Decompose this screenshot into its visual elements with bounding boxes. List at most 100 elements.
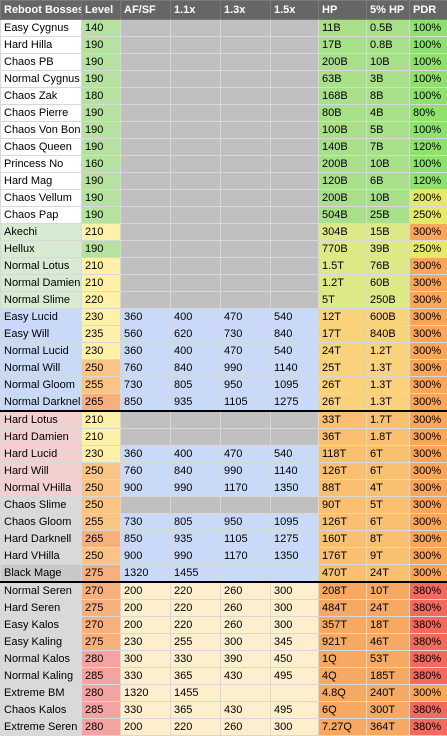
- af-sf-cell: [121, 224, 171, 241]
- x1-5-cell: 450: [271, 651, 319, 668]
- x1-3-cell: 1170: [221, 480, 271, 497]
- level-cell: 250: [82, 463, 121, 480]
- x1-1-cell: 400: [171, 343, 221, 360]
- x1-1-cell: 330: [171, 651, 221, 668]
- x1-5-cell: [271, 88, 319, 105]
- hp-cell: 4.8Q: [319, 685, 367, 702]
- af-sf-cell: 1320: [121, 685, 171, 702]
- boss-name-cell: Chaos Queen: [1, 139, 82, 156]
- hp-5pct-cell: 1.3T: [367, 394, 410, 412]
- pdr-cell: 380%: [410, 582, 447, 600]
- af-sf-cell: 360: [121, 309, 171, 326]
- x1-5-cell: [271, 37, 319, 54]
- boss-name-cell: Princess No: [1, 156, 82, 173]
- x1-5-cell: 840: [271, 326, 319, 343]
- x1-5-cell: [271, 207, 319, 224]
- pdr-cell: 300%: [410, 685, 447, 702]
- x1-5-cell: 1140: [271, 463, 319, 480]
- x1-1-cell: 220: [171, 582, 221, 600]
- x1-1-cell: [171, 207, 221, 224]
- af-sf-cell: 850: [121, 394, 171, 412]
- x1-3-cell: 990: [221, 360, 271, 377]
- level-cell: 210: [82, 429, 121, 446]
- x1-3-cell: 300: [221, 634, 271, 651]
- af-sf-cell: [121, 37, 171, 54]
- level-cell: 210: [82, 224, 121, 241]
- boss-name-cell: Chaos Kalos: [1, 702, 82, 719]
- x1-3-cell: [221, 71, 271, 88]
- hp-5pct-cell: 1.3T: [367, 360, 410, 377]
- boss-name-cell: Hard VHilla: [1, 548, 82, 565]
- x1-3-cell: 1105: [221, 531, 271, 548]
- boss-name-cell: Normal Kalos: [1, 651, 82, 668]
- x1-1-cell: 1455: [171, 565, 221, 583]
- hp-5pct-cell: 53T: [367, 651, 410, 668]
- x1-5-cell: [271, 173, 319, 190]
- level-cell: 190: [82, 190, 121, 207]
- boss-name-cell: Easy Cygnus: [1, 20, 82, 37]
- boss-name-cell: Easy Will: [1, 326, 82, 343]
- x1-1-cell: [171, 54, 221, 71]
- af-sf-cell: [121, 241, 171, 258]
- hp-5pct-cell: 76B: [367, 258, 410, 275]
- x1-5-cell: 540: [271, 343, 319, 360]
- x1-3-cell: 470: [221, 309, 271, 326]
- hp-cell: 24T: [319, 343, 367, 360]
- x1-1-cell: [171, 139, 221, 156]
- level-cell: 250: [82, 548, 121, 565]
- hp-cell: 200B: [319, 156, 367, 173]
- af-sf-cell: 730: [121, 377, 171, 394]
- level-cell: 275: [82, 600, 121, 617]
- hp-5pct-cell: 15B: [367, 224, 410, 241]
- x1-1-cell: [171, 88, 221, 105]
- hp-5pct-cell: 5T: [367, 497, 410, 514]
- hp-cell: 90T: [319, 497, 367, 514]
- x1-3-cell: [221, 20, 271, 37]
- level-cell: 210: [82, 411, 121, 429]
- hp-cell: 200B: [319, 54, 367, 71]
- af-sf-cell: 900: [121, 548, 171, 565]
- x1-1-cell: [171, 497, 221, 514]
- x1-5-cell: [271, 429, 319, 446]
- x1-1-cell: 990: [171, 548, 221, 565]
- hp-cell: 1Q: [319, 651, 367, 668]
- x1-5-cell: [271, 54, 319, 71]
- af-sf-cell: [121, 122, 171, 139]
- level-cell: 275: [82, 634, 121, 651]
- x1-1-cell: [171, 156, 221, 173]
- level-cell: 190: [82, 241, 121, 258]
- boss-name-cell: Chaos Gloom: [1, 514, 82, 531]
- pdr-cell: 250%: [410, 241, 447, 258]
- x1-5-cell: 1350: [271, 480, 319, 497]
- hp-5pct-cell: 18T: [367, 617, 410, 634]
- hp-cell: 118T: [319, 446, 367, 463]
- af-sf-cell: 560: [121, 326, 171, 343]
- x1-3-cell: [221, 292, 271, 309]
- x1-3-cell: [221, 429, 271, 446]
- x1-1-cell: 935: [171, 394, 221, 412]
- x1-3-cell: [221, 88, 271, 105]
- pdr-cell: 300%: [410, 565, 447, 583]
- pdr-cell: 100%: [410, 88, 447, 105]
- hp-5pct-cell: 300T: [367, 702, 410, 719]
- header-1-1x: 1.1x: [171, 1, 221, 20]
- x1-3-cell: [221, 275, 271, 292]
- x1-3-cell: [221, 241, 271, 258]
- x1-5-cell: [271, 258, 319, 275]
- header-level: Level: [82, 1, 121, 20]
- x1-3-cell: [221, 173, 271, 190]
- af-sf-cell: [121, 139, 171, 156]
- hp-5pct-cell: 8B: [367, 88, 410, 105]
- x1-1-cell: [171, 20, 221, 37]
- af-sf-cell: 200: [121, 719, 171, 736]
- hp-5pct-cell: 250B: [367, 292, 410, 309]
- boss-name-cell: Chaos Vellum: [1, 190, 82, 207]
